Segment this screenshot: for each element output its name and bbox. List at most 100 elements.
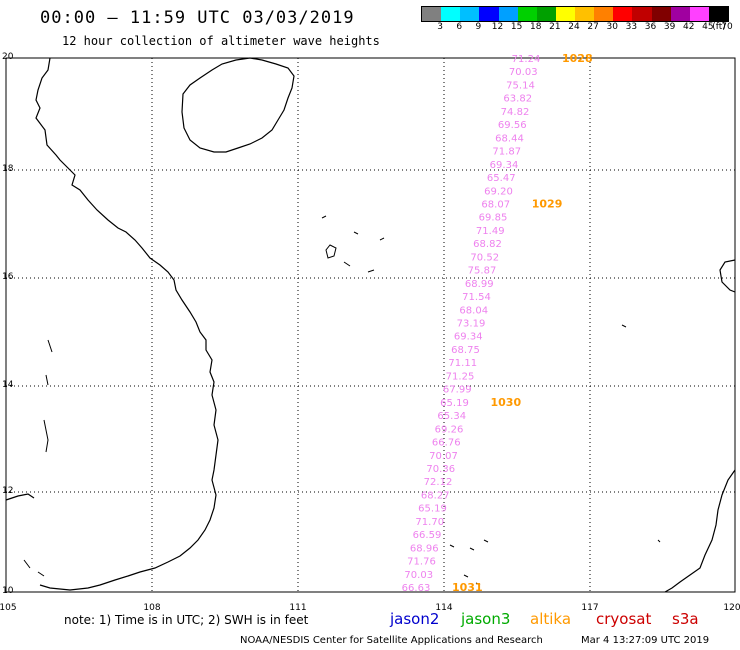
longitude-label: 111 <box>289 603 307 613</box>
vietnam-coastline <box>35 57 219 591</box>
latitude-label: 16 <box>2 272 14 282</box>
wave-height-value: 68.27 <box>421 490 450 501</box>
wave-height-value: 70.36 <box>426 464 455 475</box>
legend-swatch <box>689 7 709 21</box>
legend-swatch <box>441 7 461 21</box>
latitude-label: 14 <box>2 380 14 390</box>
legend-label: 27 <box>587 22 599 32</box>
wave-height-value: 63.82 <box>503 94 532 105</box>
wave-height-value: 71.54 <box>462 292 491 303</box>
legend-swatch <box>708 7 728 21</box>
wave-height-value: 68.99 <box>465 279 494 290</box>
grid-lines <box>6 58 735 592</box>
legend-label: 6 <box>456 22 463 32</box>
wave-height-value: 73.19 <box>457 319 486 330</box>
legend-label: 30 <box>606 22 618 32</box>
legend-swatch <box>517 7 537 21</box>
wave-height-value: 75.87 <box>468 266 497 277</box>
wave-height-value: 70.52 <box>470 252 499 263</box>
legend-swatch <box>632 7 652 21</box>
wave-height-value: 68.07 <box>481 199 510 210</box>
philippines-coastline <box>664 259 736 593</box>
legend-swatch <box>670 7 690 21</box>
wave-height-value: 71.25 <box>446 371 475 382</box>
legend-label: 36 <box>644 22 657 32</box>
latitude-label: 18 <box>2 164 14 174</box>
footer-credit-date: Mar 4 13:27:09 UTC 2019 <box>581 635 710 646</box>
satellite-label-cryosat: cryosat <box>596 610 652 628</box>
legend-label: 39 <box>663 22 676 32</box>
legend-label: 18 <box>530 22 542 32</box>
pass-number-label: 1029 <box>532 197 563 210</box>
longitude-label: 108 <box>143 603 161 613</box>
legend-label: 24 <box>568 22 580 32</box>
wave-height-value: 70.03 <box>404 570 433 581</box>
wave-height-value: 69.85 <box>479 213 508 224</box>
wave-height-value: 71.70 <box>415 517 444 528</box>
legend-swatch <box>536 7 556 21</box>
color-legend-labels: 3 6 9 12 15 18 21 24 27 30 33 36 39 42 45 70 (ft) <box>421 22 732 34</box>
map-title: 00:00 – 11:59 UTC 03/03/2019 <box>40 8 355 28</box>
legend-label: 3 <box>437 22 443 32</box>
wave-height-value: 65.19 <box>440 398 469 409</box>
wave-height-value: 71.24 <box>512 54 541 65</box>
footer-credit: NOAA/NESDIS Center for Satellite Applica… <box>240 635 543 646</box>
satellite-label-altika: altika <box>530 610 572 628</box>
legend-label: 42 <box>683 22 695 32</box>
cambodia-islands <box>23 339 53 577</box>
longitude-label: 117 <box>581 603 599 613</box>
wave-height-value: 65.19 <box>418 504 447 515</box>
map-frame <box>5 57 736 593</box>
pass-number-label: 1030 <box>491 396 522 409</box>
wave-height-value: 71.49 <box>476 226 505 237</box>
observation-track: 71.24 70.03 75.14 63.82 74.82 69.56 68.44 71.87… <box>402 52 593 594</box>
longitude-label: 114 <box>435 603 453 613</box>
satellite-label-jason3: jason3 <box>461 610 511 628</box>
wave-height-value: 69.26 <box>435 424 464 435</box>
wave-height-value: 69.34 <box>454 332 483 343</box>
spratly-islands <box>449 324 661 586</box>
latitude-label: 12 <box>2 486 14 496</box>
pass-number-label: 1031 <box>452 581 483 594</box>
legend-swatch <box>575 7 595 21</box>
wave-height-value: 66.76 <box>432 438 461 449</box>
paracel-islands <box>321 215 385 273</box>
legend-label: 70 <box>721 22 733 32</box>
latitude-label: 20 <box>2 52 14 62</box>
wave-height-value: 68.82 <box>473 239 502 250</box>
wave-height-value: 68.96 <box>410 543 439 554</box>
wave-height-value: 68.04 <box>459 305 488 316</box>
cambodia-coast <box>5 493 35 501</box>
legend-swatch <box>613 7 633 21</box>
legend-swatch <box>651 7 671 21</box>
wave-height-value: 71.76 <box>407 557 436 568</box>
wave-height-value: 65.47 <box>487 173 516 184</box>
footer-note: note: 1) Time is in UTC; 2) SWH is in fe… <box>64 613 309 627</box>
legend-label: 12 <box>491 22 504 32</box>
legend-swatch <box>594 7 614 21</box>
wave-height-value: 68.44 <box>495 133 524 144</box>
longitude-label: 120 <box>723 603 740 613</box>
legend-label: 45 <box>702 22 714 32</box>
latitude-label: 10 <box>2 586 14 596</box>
pass-number-label: 1028 <box>562 52 593 65</box>
legend-swatch <box>422 7 442 21</box>
legend-label: 33 <box>625 22 638 32</box>
satellite-label-jason2: jason2 <box>390 610 440 628</box>
legend-swatch <box>460 7 480 21</box>
legend-label: 21 <box>549 22 561 32</box>
wave-height-value: 67.99 <box>443 385 472 396</box>
wave-height-value: 71.87 <box>492 147 521 158</box>
wave-height-value: 71.11 <box>448 358 477 369</box>
legend-swatch <box>498 7 518 21</box>
wave-height-value: 69.56 <box>498 120 527 131</box>
legend-swatch <box>479 7 499 21</box>
hainan-coastline <box>181 57 295 153</box>
wave-height-value: 69.20 <box>484 186 513 197</box>
wave-height-value: 66.63 <box>402 583 431 594</box>
color-legend <box>421 6 729 22</box>
map-subtitle: 12 hour collection of altimeter wave hei… <box>62 34 380 48</box>
wave-height-value: 66.59 <box>413 530 442 541</box>
wave-height-value: 65.34 <box>437 411 466 422</box>
